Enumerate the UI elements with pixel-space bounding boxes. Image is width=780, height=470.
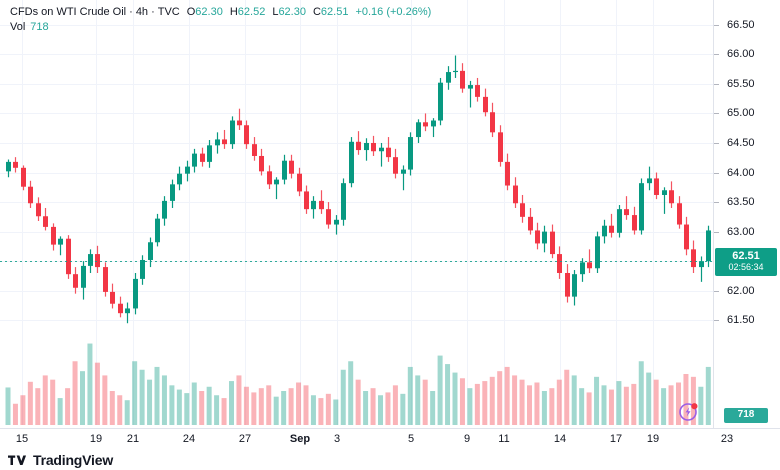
time-axis-tick: 14: [553, 433, 567, 445]
price-axis[interactable]: 66.50 66.00 65.50 65.00 64.50 64.00 63.50 63.00…: [713, 0, 780, 428]
time-axis-tick: 17: [609, 433, 623, 445]
price-axis-tick: 66.50: [714, 18, 780, 32]
price-tick-dash: [714, 83, 719, 85]
price-axis-tick: 66.00: [714, 47, 780, 61]
time-axis-tick: 11: [498, 433, 510, 445]
brand-name: TradingView: [33, 452, 114, 468]
price-tick-dash: [714, 142, 719, 144]
footer-branding: TradingView: [0, 450, 780, 470]
current-price-value: 62.51: [732, 249, 760, 262]
price-axis-tick: 63.50: [714, 195, 780, 209]
price-tick-label: 62.00: [727, 284, 755, 297]
time-axis-tick: 3: [333, 433, 341, 445]
price-tick-label: 63.50: [727, 196, 755, 209]
time-axis-tick: 27: [238, 433, 252, 445]
price-axis-tick: 61.50: [714, 313, 780, 327]
candlestick-svg: [0, 0, 713, 425]
price-tick-dash: [714, 202, 719, 204]
price-tick-dash: [714, 24, 719, 26]
time-axis-tick: 19: [646, 433, 660, 445]
price-tick-label: 64.00: [727, 166, 755, 179]
volume-badge: 718: [724, 408, 768, 423]
time-axis-tick: Sep: [289, 433, 311, 445]
price-tick-label: 63.00: [727, 225, 755, 238]
time-axis-tick: 19: [89, 433, 103, 445]
price-tick-dash: [714, 172, 719, 174]
time-axis-tick: 5: [407, 433, 415, 445]
price-tick-label: 65.00: [727, 107, 755, 120]
time-axis-tick: 23: [720, 433, 734, 445]
price-tick-dash: [714, 231, 719, 233]
price-tick-dash: [714, 290, 719, 292]
price-axis-tick: 65.00: [714, 106, 780, 120]
bar-countdown-timer: 02:56:34: [728, 261, 764, 272]
price-axis-tick: 64.00: [714, 166, 780, 180]
current-price-badge: 62.51 02:56:34: [715, 247, 777, 276]
time-axis[interactable]: 15 19 21 24 27 Sep 3 5 9 11 14 17 19 23: [0, 428, 780, 450]
price-tick-label: 65.50: [727, 77, 755, 90]
time-axis-tick: 15: [15, 433, 29, 445]
tradingview-logo-icon: [8, 455, 27, 465]
time-axis-tick: 24: [182, 433, 196, 445]
price-tick-label: 66.50: [727, 18, 755, 31]
price-tick-label: 64.50: [727, 136, 755, 149]
lightning-icon[interactable]: [678, 400, 700, 422]
price-axis-tick: 65.50: [714, 77, 780, 91]
price-tick-dash: [714, 54, 719, 56]
time-axis-tick: 21: [126, 433, 140, 445]
price-tick-dash: [714, 113, 719, 115]
price-tick-label: 66.00: [727, 48, 755, 61]
price-axis-tick: 63.00: [714, 225, 780, 239]
price-tick-dash: [714, 320, 719, 322]
chart-plot-area[interactable]: [0, 0, 713, 428]
price-axis-tick: 62.00: [714, 284, 780, 298]
price-tick-label: 61.50: [727, 314, 755, 327]
price-axis-tick: 64.50: [714, 136, 780, 150]
time-axis-tick: 9: [463, 433, 471, 445]
